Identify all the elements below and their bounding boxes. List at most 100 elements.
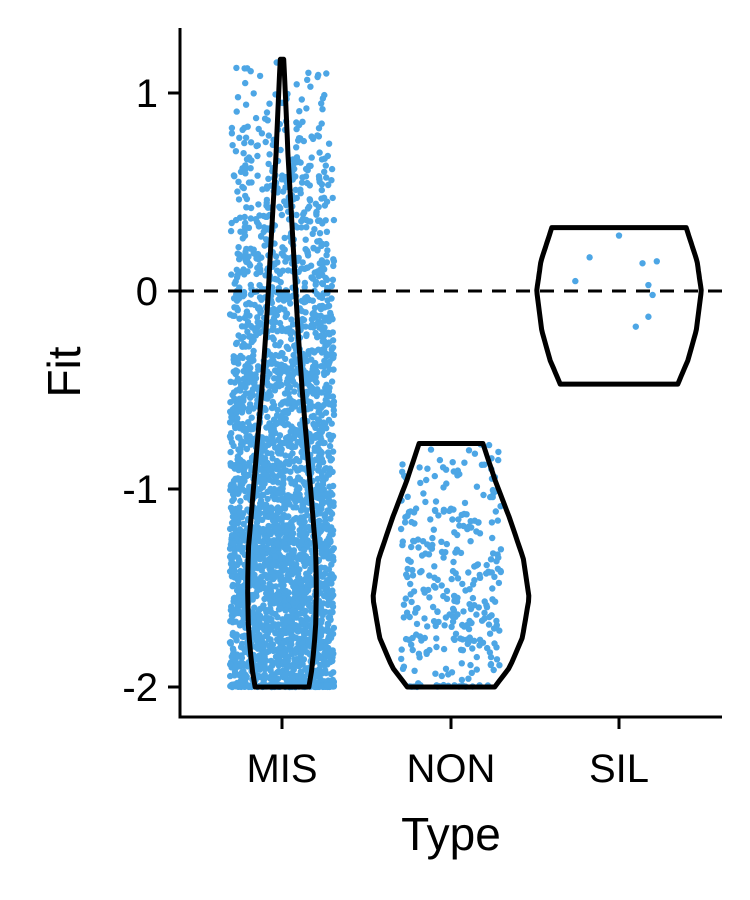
data-point [271,485,278,493]
data-point [420,586,427,593]
data-point [459,580,466,588]
data-point [270,336,277,343]
data-point [489,550,497,557]
data-point [254,363,262,370]
data-point [422,498,429,506]
data-point [404,573,411,581]
data-point [285,398,292,405]
data-point [246,462,253,469]
data-point [290,161,297,168]
data-point [485,621,493,628]
data-point [330,407,337,414]
data-point [253,270,260,278]
data-point [324,471,331,479]
data-point [328,295,335,302]
data-point [324,341,331,348]
data-point [296,121,303,129]
y-tick-label: -1 [122,468,158,512]
data-point [283,545,290,552]
data-point [615,232,623,239]
data-point [325,181,332,189]
data-point [318,181,326,188]
data-point [255,641,263,649]
data-point [493,617,500,625]
x-ticks: MIS NON SIL [246,717,649,791]
data-point [452,570,459,577]
data-point [300,299,308,306]
data-point [327,502,334,509]
data-point [239,571,246,578]
data-point [272,421,279,428]
data-point [265,175,272,182]
data-point [321,370,328,377]
data-point [256,556,264,563]
data-point [316,303,323,310]
data-point [466,617,473,625]
data-point [329,491,336,498]
data-point [632,323,639,330]
data-point [307,433,314,440]
data-point [298,179,306,186]
data-point [269,462,277,469]
data-point [473,483,481,490]
data-point [275,490,282,497]
data-point [322,524,329,531]
data-point [321,168,328,175]
data-point [276,508,283,515]
data-point [262,606,270,614]
data-point [254,152,261,160]
data-point [269,398,276,406]
data-point [262,615,269,622]
data-point [430,526,437,533]
data-point [323,174,330,181]
data-point [256,282,263,289]
data-point [319,346,326,353]
data-point [262,236,270,243]
data-point [297,190,304,197]
data-point [327,515,334,522]
data-point [256,516,263,523]
data-point [257,485,264,493]
data-point [274,328,281,335]
data-point [302,173,310,180]
data-point [227,435,234,442]
data-point [229,406,237,413]
data-point [273,412,281,419]
data-point [256,72,264,80]
data-point [268,318,275,326]
data-point [322,669,330,677]
data-point [397,525,405,533]
data-point [330,545,337,552]
data-point [289,567,296,574]
data-point [277,146,284,154]
data-point [399,461,406,468]
data-point [486,630,494,637]
data-point [325,399,332,407]
data-point [478,461,486,468]
data-point [241,224,248,231]
data-point [285,433,292,440]
data-point [415,544,422,551]
data-point [243,437,250,445]
data-point [280,297,287,304]
data-point [269,434,276,441]
data-point [257,499,265,507]
data-point [449,613,456,620]
data-point [240,468,247,475]
data-point [483,570,490,577]
data-point [398,646,405,653]
data-point [269,583,276,590]
points-non [397,441,505,691]
data-point [230,482,237,489]
data-point [412,609,419,616]
data-point [287,532,295,540]
x-tick-label-mis: MIS [246,747,317,791]
data-point [236,214,244,221]
data-point [325,302,333,310]
data-point [288,316,295,323]
data-point [227,448,234,456]
data-point [293,561,300,568]
data-point [275,569,283,576]
data-point [328,378,336,385]
data-point [476,571,483,579]
